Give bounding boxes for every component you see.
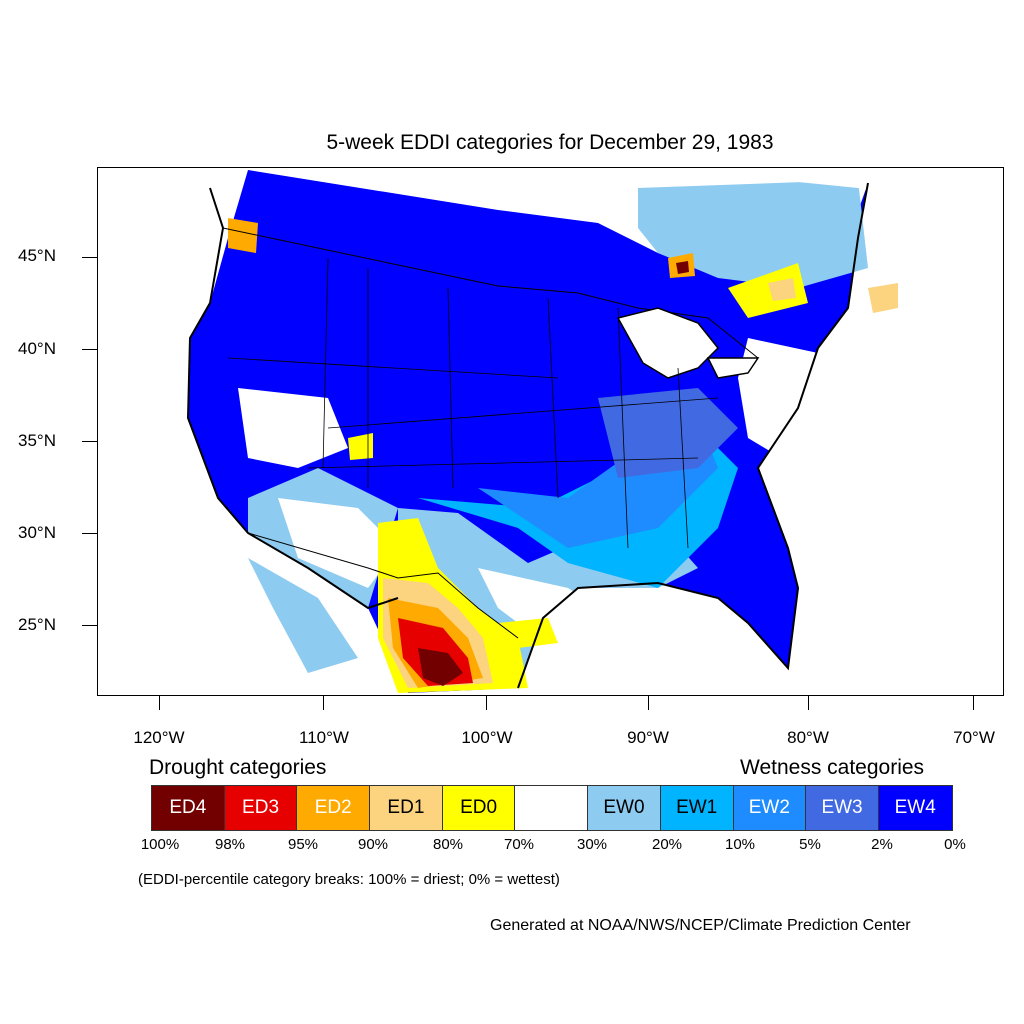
us-mexico-border — [247, 532, 519, 639]
map-title: 5-week EDDI categories for December 29, … — [326, 131, 774, 154]
lat-label-25: 25°N — [18, 615, 56, 634]
legend-box-ew4: EW4 — [878, 786, 952, 830]
percent-break-label: 90% — [357, 836, 389, 853]
lat-label-45: 45°N — [18, 246, 56, 265]
ew3-region — [598, 388, 738, 478]
percent-break-label: 0% — [944, 836, 966, 853]
lon-label-100: 100°W — [461, 728, 513, 747]
lon-label-110: 110°W — [299, 728, 349, 747]
normal-region-canada — [658, 168, 1003, 695]
percent-break-label: 100% — [140, 836, 180, 853]
normal-region-texas — [478, 568, 598, 638]
ed0-spot-nevada — [348, 433, 373, 460]
lat-tick — [82, 533, 97, 534]
ew0-region-northeast — [638, 180, 868, 288]
percent-break-label: 20% — [651, 836, 683, 853]
normal-region-nevada — [238, 388, 348, 468]
legend-box-ew3: EW3 — [806, 786, 879, 830]
ed3-spot-ontario — [676, 261, 689, 274]
legend-box-ed2: ED2 — [297, 786, 371, 830]
percent-break-label: 2% — [871, 836, 893, 853]
drought-categories-heading: Drought categories — [149, 756, 327, 779]
legend-box-normal — [515, 786, 589, 830]
category-break-note: (EDDI-percentile category breaks: 100% =… — [138, 871, 560, 888]
legend-box-ew1: EW1 — [660, 786, 734, 830]
lat-label-40: 40°N — [18, 339, 56, 358]
percent-break-label: 98% — [214, 836, 246, 853]
percent-break-label: 30% — [576, 836, 608, 853]
percent-break-label: 5% — [799, 836, 821, 853]
lon-tick — [486, 696, 487, 710]
lon-tick — [323, 696, 324, 710]
ed0-spot-nova-scotia — [868, 283, 898, 313]
category-legend: ED4 ED3 ED2 ED1 ED0 EW0 EW1 EW2 EW3 EW4 — [151, 785, 953, 831]
legend-box-ed1: ED1 — [370, 786, 443, 830]
lon-label-90: 90°W — [627, 728, 669, 747]
lat-label-30: 30°N — [18, 523, 56, 542]
legend-box-ed3: ED3 — [224, 786, 298, 830]
lat-tick — [82, 441, 97, 442]
ed0-spot-quebec — [728, 263, 808, 318]
lat-tick — [82, 625, 97, 626]
ed0-spot-texas — [498, 618, 558, 648]
legend-box-ed0: ED0 — [442, 786, 516, 830]
wetness-categories-heading: Wetness categories — [740, 756, 925, 779]
lat-tick — [82, 257, 97, 258]
lon-label-80: 80°W — [787, 728, 829, 747]
lon-label-120: 120°W — [133, 728, 185, 747]
percent-break-label: 95% — [287, 836, 319, 853]
lon-tick — [973, 696, 974, 710]
us-map-svg — [186, 168, 1003, 695]
state-lines — [227, 257, 719, 549]
coastline — [186, 182, 869, 689]
legend-box-ew2: EW2 — [733, 786, 807, 830]
credit-text: Generated at NOAA/NWS/NCEP/Climate Predi… — [490, 917, 911, 934]
eddi-map — [97, 167, 1004, 696]
legend-box-ed4: ED4 — [152, 786, 225, 830]
great-lakes — [616, 307, 760, 379]
ed1-spot-quebec — [768, 278, 796, 301]
us-canada-border — [222, 227, 759, 359]
lon-label-70: 70°W — [953, 728, 995, 747]
lat-tick — [82, 349, 97, 350]
normal-region-southwest — [278, 498, 398, 588]
ed4-region-mexico — [418, 648, 463, 686]
percent-break-label: 70% — [503, 836, 535, 853]
legend-box-ew0: EW0 — [588, 786, 661, 830]
lon-tick — [648, 696, 649, 710]
lon-tick — [159, 696, 160, 710]
ew0-region-mexico — [248, 558, 358, 673]
ed2-spot-washington — [228, 218, 258, 253]
lon-tick — [808, 696, 809, 710]
normal-region-northeast — [738, 338, 838, 468]
percent-break-label: 10% — [724, 836, 756, 853]
percent-break-label: 80% — [432, 836, 464, 853]
lat-label-35: 35°N — [18, 431, 56, 450]
